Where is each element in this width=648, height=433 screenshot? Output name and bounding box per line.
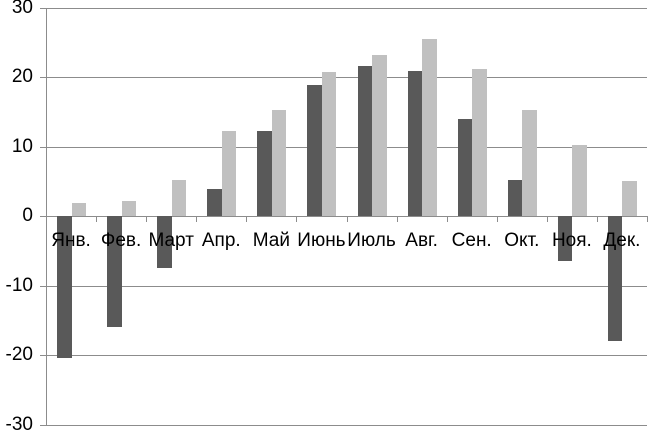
bar [507,179,523,216]
x-axis-tick [296,216,298,222]
gridline [46,7,647,9]
bar [472,69,487,216]
y-axis-tick-label: -20 [5,344,33,365]
y-axis-tick [40,216,46,217]
y-axis-tick-label: 0 [22,205,33,226]
x-axis-tick [246,216,248,222]
bar [557,216,573,262]
y-axis-tick [40,424,46,426]
bar [522,110,537,216]
bar [121,201,137,216]
y-axis-tick-label: 20 [11,66,33,87]
x-axis-label: Июнь [297,230,346,251]
gridline [46,77,647,78]
y-axis-tick-label: 30 [11,0,33,18]
bar [71,202,86,216]
x-axis-label: Май [252,230,290,251]
y-axis-tick-label: -10 [5,274,33,296]
bar [207,188,222,216]
x-axis-tick [396,216,398,222]
bar [307,85,322,216]
bar [422,39,437,216]
y-axis-tick [40,7,46,9]
bar [157,216,172,269]
y-axis-tick [40,355,46,356]
y-axis-tick-label: -30 [5,413,33,433]
x-axis-label: Ноя. [551,230,592,251]
bar [572,145,587,216]
bar [622,180,637,216]
x-axis-label: Сен. [451,230,492,251]
y-axis-tick [40,285,46,287]
gridline [46,424,647,426]
x-axis-label: Март [148,230,194,251]
x-axis-label: Дек. [603,230,641,251]
x-axis-tick [546,216,548,222]
bar [57,216,72,359]
bar [407,70,423,216]
x-axis-label: Фев. [100,230,142,251]
bar [607,216,623,342]
x-axis-tick [46,216,47,222]
x-axis-tick [496,216,498,222]
x-axis-label: Авг. [405,230,438,251]
x-axis-tick [596,216,598,222]
y-axis-tick-label: 10 [11,135,33,157]
x-axis-label: Апр. [201,230,241,251]
bar [107,216,122,328]
bar [457,118,473,216]
gridline [46,285,647,287]
bar [257,131,272,216]
x-axis-tick [196,216,198,222]
bar [271,110,287,216]
bar [321,72,337,216]
bar [372,55,387,216]
x-axis-tick [446,216,448,222]
x-axis-tick [96,216,98,222]
x-axis-label: Июль [347,230,396,251]
bar [221,130,237,216]
x-axis-tick [146,216,148,222]
x-axis-tick [346,216,348,222]
bar [357,65,372,216]
gridline [46,355,647,356]
x-axis-label: Янв. [51,230,91,251]
y-axis-tick [40,77,46,78]
bar [171,179,187,216]
x-axis-label: Окт. [504,230,540,251]
y-axis-tick [40,146,46,148]
gridline [46,146,647,148]
